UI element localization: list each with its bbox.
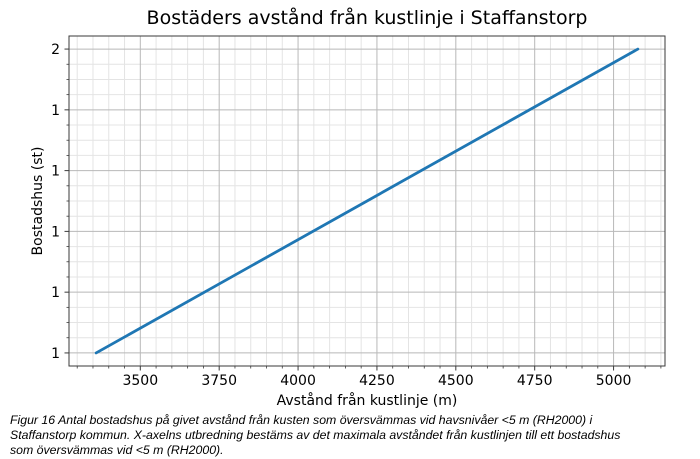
x-tick-label: 5000 [596, 373, 632, 389]
x-tick-label: 4750 [517, 373, 553, 389]
x-axis-label: Avstånd från kustlinje (m) [276, 393, 458, 409]
axes-spines [68, 35, 666, 367]
y-tick-label: 1 [51, 103, 60, 119]
y-axis-label: Bostadshus (st) [30, 146, 46, 256]
y-tick-label: 1 [51, 224, 60, 240]
y-tick-label: 2 [51, 42, 60, 58]
y-tick-label: 1 [51, 346, 60, 362]
y-tick-label: 1 [51, 285, 60, 301]
x-tick-label: 3750 [201, 373, 237, 389]
line-chart: 3500 3750 4000 4250 4500 4750 5000 2 1 1 1 1 1 [51, 35, 666, 389]
x-tick-label: 4000 [280, 373, 316, 389]
x-tick-label: 3500 [122, 373, 158, 389]
data-line [94, 47, 640, 355]
y-tick-label: 1 [51, 164, 60, 180]
chart-title: Bostäders avstånd från kustlinje i Staff… [146, 7, 588, 29]
caption-line: som översvämmas vid <5 m (RH2000). [10, 443, 224, 457]
figure-caption: Figur 16 Antal bostadshus på givet avstå… [10, 413, 696, 458]
x-tick-label: 4500 [438, 373, 474, 389]
caption-line: Staffanstorp kommun. X-axelns utbredning… [10, 428, 621, 442]
x-tick-label: 4250 [359, 373, 395, 389]
caption-line: Figur 16 Antal bostadshus på givet avstå… [10, 413, 593, 427]
